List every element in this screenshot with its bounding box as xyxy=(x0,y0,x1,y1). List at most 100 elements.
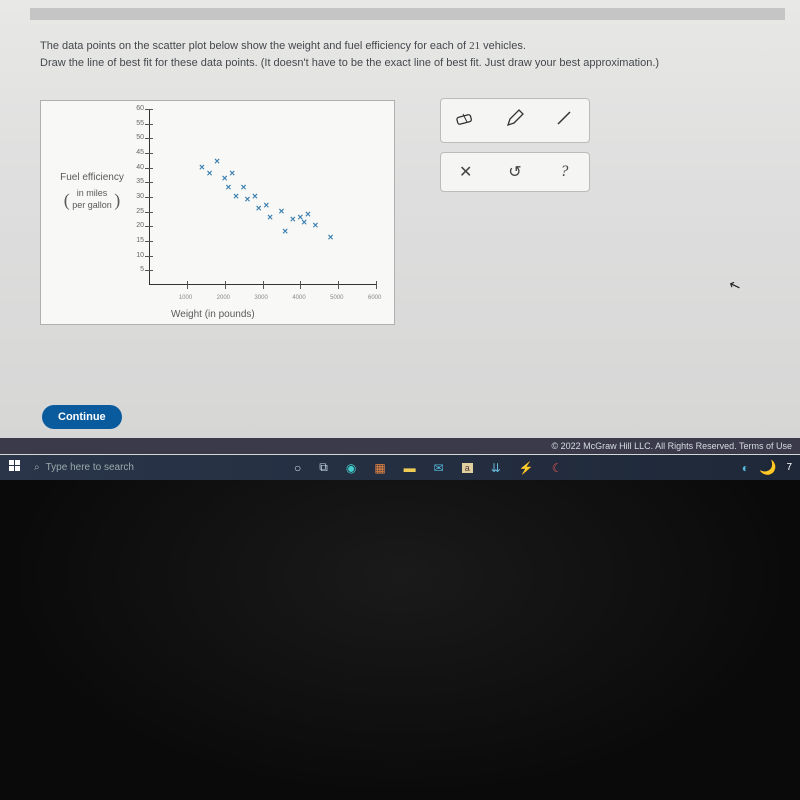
y-tick-label: 15 xyxy=(124,237,144,244)
y-tick-label: 45 xyxy=(124,149,144,156)
y-tick-label: 30 xyxy=(124,193,144,200)
data-point: × xyxy=(328,233,334,244)
tray-icon-1[interactable]: ◐ xyxy=(742,461,749,475)
action-toolbox: ✕ ↺ ? xyxy=(440,152,590,192)
y-tick xyxy=(145,197,153,198)
x-tick-label: 3000 xyxy=(255,295,268,301)
data-point: × xyxy=(313,221,319,232)
data-point: × xyxy=(207,168,213,179)
pencil-tool[interactable] xyxy=(500,108,530,133)
y-tick xyxy=(145,182,153,183)
y-tick xyxy=(145,109,153,110)
y-tick xyxy=(145,212,153,213)
windows-taskbar: ⌕ Type here to search ○ ⧉ ◉ ▦ ▬ ✉ a ⇊ ⚡ ☾… xyxy=(0,455,800,480)
app-icon-2[interactable]: ⇊ xyxy=(491,461,501,475)
line-tool[interactable] xyxy=(549,108,579,133)
y-tick xyxy=(145,256,153,257)
y-tick xyxy=(145,241,153,242)
tray-icon-moon[interactable]: 🌙 xyxy=(759,459,776,476)
explorer-icon[interactable]: ▬ xyxy=(404,461,416,475)
paren-right: ) xyxy=(114,192,120,208)
app-icon-1[interactable]: ▦ xyxy=(374,461,385,475)
instr-line1b: vehicles. xyxy=(480,40,526,52)
y-tick-label: 55 xyxy=(124,120,144,127)
edge-icon[interactable]: ◉ xyxy=(346,461,356,475)
data-point: × xyxy=(252,192,258,203)
data-point: × xyxy=(241,183,247,194)
app-icon-a[interactable]: a xyxy=(462,463,473,473)
data-point: × xyxy=(282,227,288,238)
data-point: × xyxy=(267,212,273,223)
instr-line1a: The data points on the scatter plot belo… xyxy=(40,40,469,52)
x-tick xyxy=(187,281,188,289)
eraser-tool[interactable] xyxy=(451,110,481,131)
tray-number: 7 xyxy=(786,462,792,473)
y-tick xyxy=(145,168,153,169)
x-tick xyxy=(338,281,339,289)
vehicle-count: 21 xyxy=(469,40,480,52)
drawing-toolbox xyxy=(440,98,590,143)
x-axis-label: Weight (in pounds) xyxy=(171,309,255,320)
paren-left: ( xyxy=(64,192,70,208)
start-button[interactable] xyxy=(0,460,30,475)
x-tick xyxy=(225,281,226,289)
x-tick xyxy=(263,281,264,289)
x-tick-label: 5000 xyxy=(330,295,343,301)
app-icon-4[interactable]: ☾ xyxy=(552,461,563,475)
data-point: × xyxy=(229,168,235,179)
help-button[interactable]: ? xyxy=(549,163,579,181)
data-point: × xyxy=(256,203,262,214)
data-point: × xyxy=(290,215,296,226)
y-tick-label: 35 xyxy=(124,178,144,185)
x-tick-label: 1000 xyxy=(179,295,192,301)
app-icon-3[interactable]: ⚡ xyxy=(519,461,534,475)
clear-button[interactable]: ✕ xyxy=(451,162,481,182)
y-tick-label: 40 xyxy=(124,164,144,171)
data-point: × xyxy=(214,156,220,167)
instr-line2: Draw the line of best fit for these data… xyxy=(40,57,659,69)
data-point: × xyxy=(278,206,284,217)
taskbar-tray: ◐ 🌙 7 xyxy=(742,459,792,476)
y-label-sub1: in miles xyxy=(77,188,108,198)
y-tick-label: 10 xyxy=(124,252,144,259)
y-tick xyxy=(145,124,153,125)
x-tick-label: 6000 xyxy=(368,295,381,301)
scatter-chart[interactable]: Fuel efficiency ( in miles per gallon ) … xyxy=(40,100,395,325)
taskbar-search[interactable]: ⌕ Type here to search xyxy=(34,462,234,473)
mail-icon[interactable]: ✉ xyxy=(434,461,444,475)
search-icon: ⌕ xyxy=(34,462,40,473)
y-tick xyxy=(145,138,153,139)
data-point: × xyxy=(244,194,250,205)
taskbar-apps: ○ ⧉ ◉ ▦ ▬ ✉ a ⇊ ⚡ ☾ xyxy=(294,460,563,475)
x-tick-label: 2000 xyxy=(217,295,230,301)
search-placeholder: Type here to search xyxy=(46,462,134,473)
laptop-keyboard-area xyxy=(0,480,800,800)
x-tick xyxy=(300,281,301,289)
data-point: × xyxy=(263,200,269,211)
undo-button[interactable]: ↺ xyxy=(500,162,530,182)
y-tick-label: 60 xyxy=(124,105,144,112)
y-tick-label: 20 xyxy=(124,222,144,229)
data-point: × xyxy=(226,183,232,194)
x-tick-label: 4000 xyxy=(292,295,305,301)
y-axis-label: Fuel efficiency ( in miles per gallon ) xyxy=(47,171,137,211)
x-tick xyxy=(376,281,377,289)
copyright-text: © 2022 McGraw Hill LLC. All Rights Reser… xyxy=(0,438,800,454)
data-point: × xyxy=(233,192,239,203)
taskview-icon[interactable]: ⧉ xyxy=(319,460,328,475)
continue-button[interactable]: Continue xyxy=(42,405,122,429)
app-screen: The data points on the scatter plot belo… xyxy=(0,0,800,480)
y-tick xyxy=(145,270,153,271)
y-tick-label: 25 xyxy=(124,208,144,215)
mouse-cursor-icon: ↖ xyxy=(726,276,743,296)
question-header-bar xyxy=(30,8,785,20)
cortana-icon[interactable]: ○ xyxy=(294,461,301,475)
data-point: × xyxy=(199,162,205,173)
y-label-sub2: per gallon xyxy=(72,200,112,210)
plot-area[interactable]: 51015202530354045505560 1000200030004000… xyxy=(149,109,384,299)
y-tick-label: 5 xyxy=(124,266,144,273)
y-tick-label: 50 xyxy=(124,134,144,141)
data-point: × xyxy=(305,209,311,220)
y-tick xyxy=(145,226,153,227)
instructions-text: The data points on the scatter plot belo… xyxy=(40,38,780,71)
